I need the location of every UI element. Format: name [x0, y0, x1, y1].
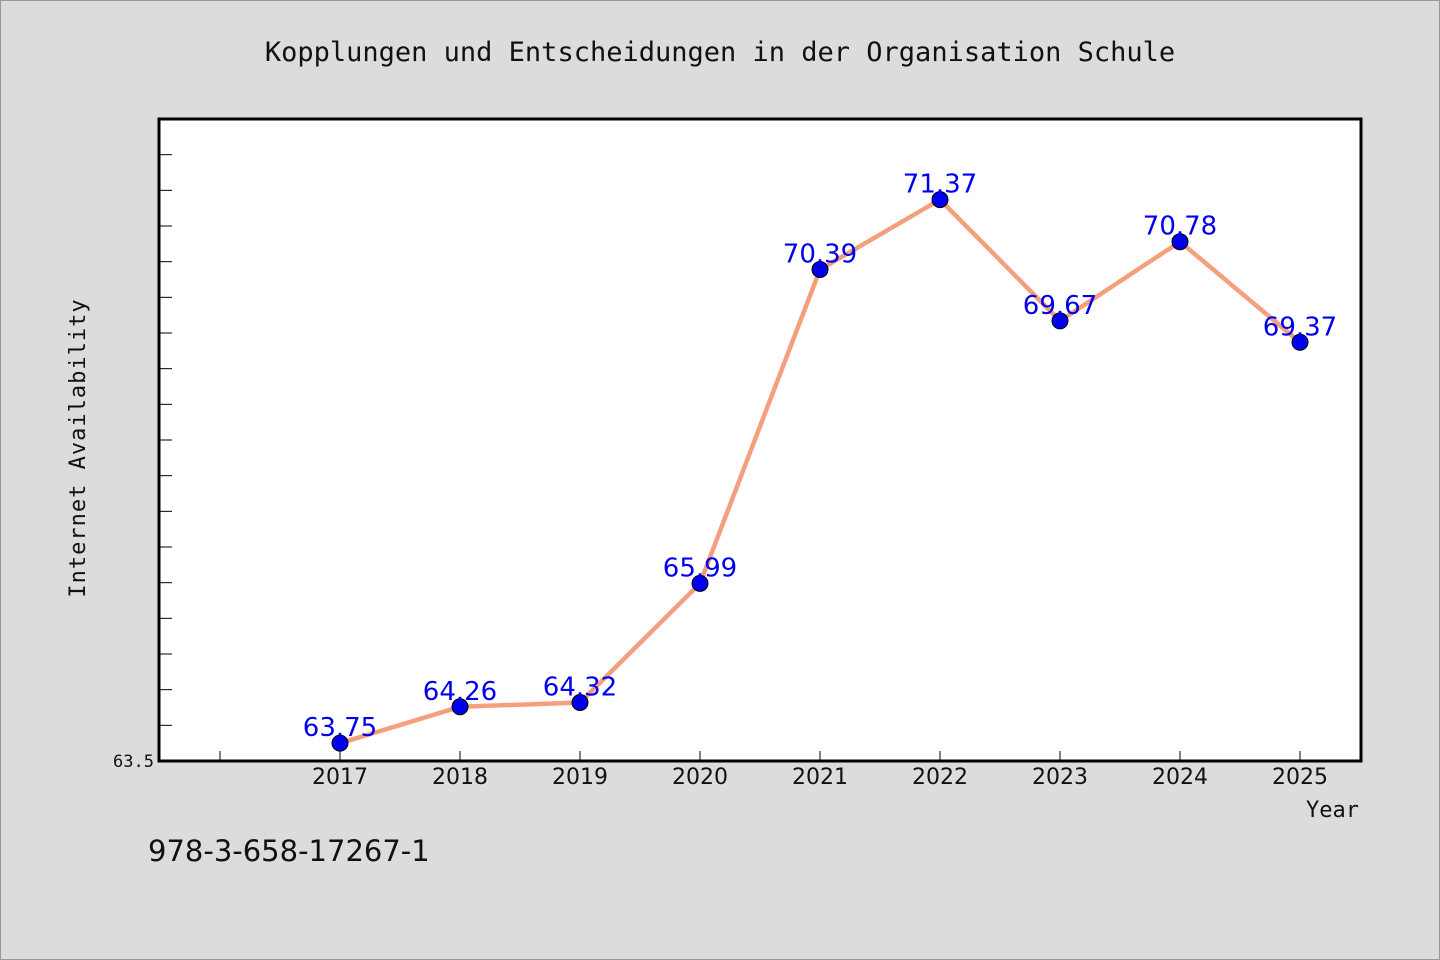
data-point [1051, 312, 1069, 330]
x-tick-label: 2024 [1152, 765, 1208, 790]
chart-title: Kopplungen und Entscheidungen in der Org… [265, 37, 1175, 68]
data-point [931, 191, 949, 209]
data-label: 69.67 [1023, 291, 1097, 321]
x-tick-label: 2018 [432, 765, 488, 790]
x-tick-label: 2021 [792, 765, 848, 790]
data-label: 70.78 [1143, 212, 1217, 242]
data-point [571, 694, 589, 712]
x-tick-label: 2020 [672, 765, 728, 790]
data-point [451, 698, 469, 716]
data-label: 63.75 [303, 713, 377, 743]
y-tick-label: 63.5 [113, 752, 154, 772]
y-axis-label: Internet Availability [66, 298, 91, 597]
data-label: 69.37 [1263, 312, 1337, 342]
x-tick-label: 2023 [1032, 765, 1088, 790]
x-tick-label: 2025 [1272, 765, 1328, 790]
isbn-label: 978-3-658-17267-1 [148, 834, 430, 868]
data-label: 70.39 [783, 240, 857, 270]
x-tick-label: 2022 [912, 765, 968, 790]
x-tick-label: 2019 [552, 765, 608, 790]
data-point [691, 574, 709, 592]
x-axis-label: Year [1306, 798, 1359, 823]
plot-area [157, 117, 1363, 763]
data-point [331, 734, 349, 752]
data-point [1291, 333, 1309, 351]
data-label: 71.37 [903, 170, 977, 200]
data-label: 65.99 [663, 553, 737, 583]
data-label: 64.32 [543, 673, 617, 703]
data-point [811, 261, 829, 279]
x-tick-label: 2017 [312, 765, 368, 790]
data-point [1171, 233, 1189, 251]
data-label: 64.26 [423, 677, 497, 707]
